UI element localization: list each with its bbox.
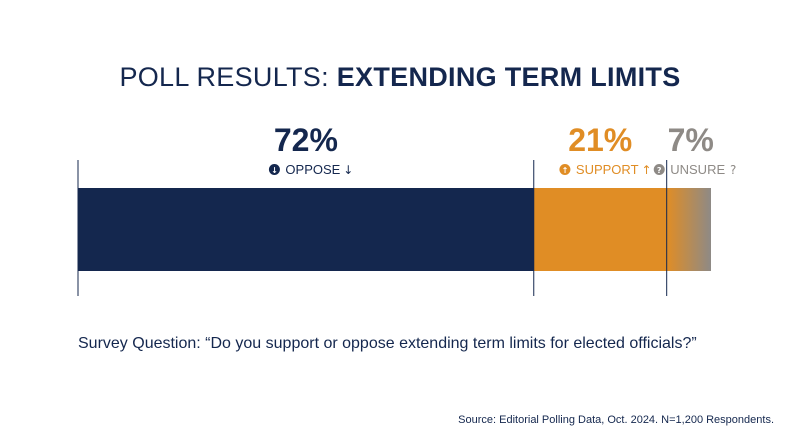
arrow-down-circle-icon-circle [268, 164, 280, 175]
category-label-support: SUPPORT [576, 162, 639, 177]
source-note: Source: Editorial Polling Data, Oct. 202… [458, 414, 774, 426]
trend-glyph-unsure: ? [730, 163, 736, 177]
question-circle-icon-circle [653, 164, 665, 175]
value-label-oppose: 72% [274, 122, 338, 158]
chart-title-prefix: POLL RESULTS: [119, 62, 329, 92]
category-label-oppose: OPPOSE [285, 162, 340, 177]
category-label-unsure: UNSURE [670, 162, 725, 177]
bar-segment-oppose [78, 188, 534, 271]
bar-segment-unsure [666, 188, 711, 271]
value-label-support: 21% [568, 122, 632, 158]
category-label-group-oppose: OPPOSE [285, 162, 340, 177]
category-label-group-unsure: UNSURE [670, 162, 725, 177]
trend-glyph-oppose: ↓ [343, 163, 353, 177]
question-circle-icon: ? [653, 164, 665, 175]
arrow-down-circle-icon: ↓ [268, 164, 280, 175]
arrow-up-circle-icon: ↑ [559, 164, 571, 175]
arrow-up-circle-icon-circle [559, 164, 571, 175]
question-circle-icon-glyph: ? [657, 166, 662, 175]
survey-question: Survey Question: “Do you support or oppo… [78, 335, 697, 352]
category-label-group-support: SUPPORT [576, 162, 639, 177]
arrow-down-circle-icon-glyph: ↓ [271, 166, 278, 175]
trend-glyph-support: ↑ [641, 163, 651, 177]
value-label-unsure: 7% [668, 122, 714, 158]
chart-title: POLL RESULTS: EXTENDING TERM LIMITS [0, 62, 800, 93]
chart-title-emphasis: EXTENDING TERM LIMITS [336, 62, 681, 92]
bar-segment-support [533, 188, 667, 271]
arrow-up-circle-icon-glyph: ↑ [562, 166, 569, 175]
